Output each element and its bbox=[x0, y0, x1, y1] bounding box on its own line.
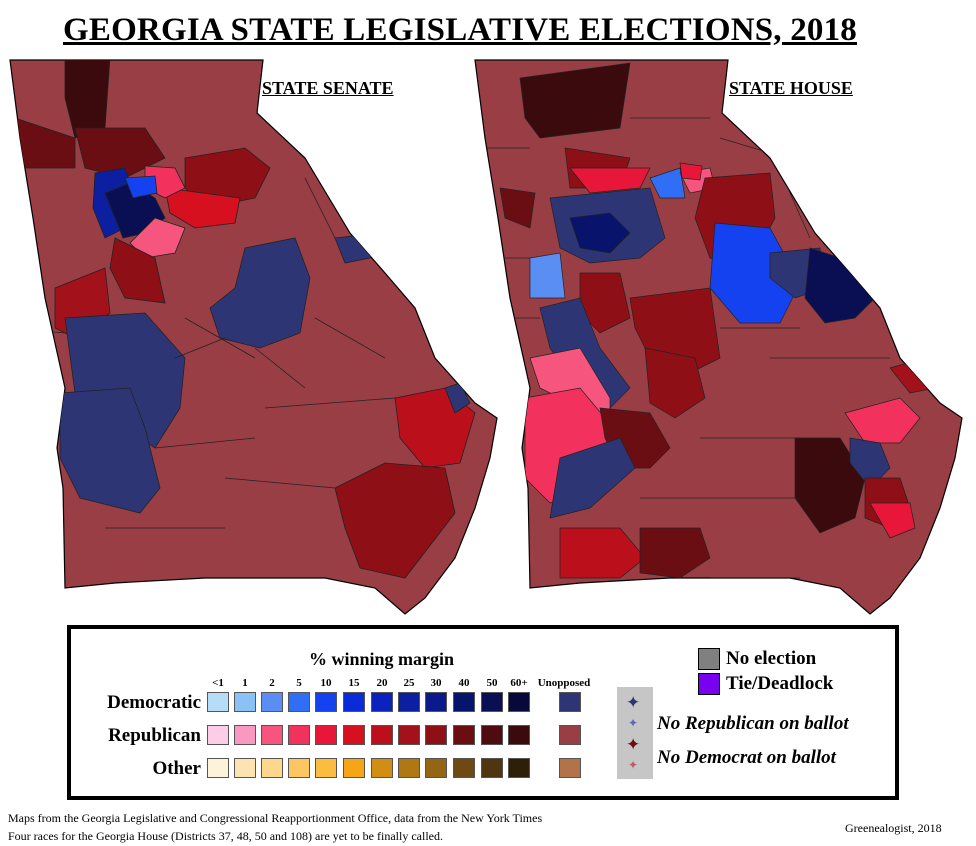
col-label: Unopposed bbox=[537, 677, 591, 689]
star-icon: ✦ bbox=[628, 758, 639, 772]
senate-map bbox=[9, 59, 498, 615]
senate-district bbox=[59, 387, 161, 514]
legend-swatch bbox=[425, 725, 447, 745]
legend: % winning margin <1 1 2 5 10 15 20 25 30… bbox=[67, 625, 899, 800]
legend-swatch bbox=[315, 758, 337, 778]
legend-swatch bbox=[343, 725, 365, 745]
legend-swatch bbox=[481, 725, 503, 745]
house-district bbox=[499, 187, 536, 229]
legend-swatch bbox=[453, 758, 475, 778]
house-district bbox=[679, 162, 703, 181]
legend-swatch bbox=[508, 758, 530, 778]
legend-swatch bbox=[371, 725, 393, 745]
legend-swatch bbox=[453, 725, 475, 745]
legend-swatch bbox=[234, 725, 256, 745]
no-democrat-label: No Democrat on ballot bbox=[657, 747, 836, 768]
house-district bbox=[549, 437, 636, 519]
star-icon: ✦ bbox=[626, 735, 641, 755]
legend-swatch bbox=[234, 758, 256, 778]
legend-swatch bbox=[508, 692, 530, 712]
col-label: <1 bbox=[212, 677, 224, 689]
col-label: 1 bbox=[242, 677, 248, 689]
no-election-label: No election bbox=[726, 648, 817, 669]
legend-swatch bbox=[371, 692, 393, 712]
row-label-republican: Republican bbox=[108, 725, 201, 746]
senate-district bbox=[209, 237, 311, 349]
ballot-star-box: ✦ ✦ ✦ ✦ bbox=[617, 687, 653, 779]
row-label-other: Other bbox=[152, 758, 201, 779]
legend-swatch bbox=[559, 725, 581, 745]
senate-district bbox=[129, 217, 186, 259]
legend-swatch bbox=[481, 758, 503, 778]
legend-title: % winning margin bbox=[309, 649, 455, 669]
house-district bbox=[644, 347, 706, 419]
page-title: GEORGIA STATE LEGISLATIVE ELECTIONS, 201… bbox=[62, 12, 857, 48]
legend-swatch bbox=[288, 758, 310, 778]
col-label: 5 bbox=[296, 677, 302, 689]
legend-swatch bbox=[288, 725, 310, 745]
legend-swatch bbox=[207, 725, 229, 745]
senate-district bbox=[109, 237, 166, 304]
col-label: 20 bbox=[376, 677, 388, 689]
house-district bbox=[569, 212, 631, 254]
col-label: 2 bbox=[269, 677, 275, 689]
legend-swatch bbox=[261, 725, 283, 745]
col-label: 30 bbox=[430, 677, 442, 689]
house-map bbox=[474, 59, 963, 615]
house-district bbox=[639, 527, 711, 579]
legend-swatch bbox=[559, 692, 581, 712]
legend-swatch bbox=[398, 725, 420, 745]
row-label-democratic: Democratic bbox=[107, 692, 201, 713]
senate-district bbox=[64, 60, 111, 139]
star-icon: ✦ bbox=[628, 716, 639, 730]
legend-swatch bbox=[315, 725, 337, 745]
legend-swatch bbox=[398, 692, 420, 712]
house-district bbox=[569, 167, 651, 194]
legend-swatch bbox=[559, 758, 581, 778]
house-district bbox=[869, 502, 916, 539]
house-district bbox=[529, 252, 566, 299]
legend-swatch bbox=[398, 758, 420, 778]
senate-district bbox=[334, 462, 456, 579]
legend-swatch bbox=[371, 758, 393, 778]
house-map-label: STATE HOUSE bbox=[729, 78, 853, 98]
house-district bbox=[649, 167, 686, 199]
col-label: 60+ bbox=[510, 677, 528, 689]
legend-swatch bbox=[207, 758, 229, 778]
star-icon: ✦ bbox=[626, 693, 641, 713]
legend-swatch bbox=[425, 758, 447, 778]
legend-swatch bbox=[234, 692, 256, 712]
legend-swatch bbox=[288, 692, 310, 712]
senate-district bbox=[444, 382, 471, 414]
col-label: 50 bbox=[486, 677, 498, 689]
legend-swatch bbox=[425, 692, 447, 712]
no-election-swatch bbox=[698, 648, 720, 670]
tie-label: Tie/Deadlock bbox=[726, 673, 834, 694]
senate-map-label: STATE SENATE bbox=[262, 78, 394, 98]
legend-swatch bbox=[508, 725, 530, 745]
tie-swatch bbox=[698, 673, 720, 695]
col-label: 40 bbox=[458, 677, 470, 689]
no-republican-label: No Republican on ballot bbox=[657, 713, 849, 734]
legend-swatch bbox=[481, 692, 503, 712]
legend-swatch bbox=[261, 758, 283, 778]
footer-source: Maps from the Georgia Legislative and Co… bbox=[8, 811, 543, 825]
house-district bbox=[559, 527, 646, 579]
legend-swatch bbox=[453, 692, 475, 712]
legend-swatch bbox=[343, 692, 365, 712]
col-label: 25 bbox=[403, 677, 415, 689]
legend-swatch bbox=[261, 692, 283, 712]
legend-swatch bbox=[315, 692, 337, 712]
senate-district bbox=[164, 187, 241, 229]
legend-swatch bbox=[343, 758, 365, 778]
col-label: 15 bbox=[348, 677, 360, 689]
footer-credit: Greenealogist, 2018 bbox=[845, 821, 942, 835]
legend-swatch bbox=[207, 692, 229, 712]
senate-district bbox=[124, 175, 158, 199]
footer-note: Four races for the Georgia House (Distri… bbox=[8, 829, 443, 843]
house-district bbox=[844, 397, 921, 444]
house-district bbox=[519, 62, 631, 139]
col-label: 10 bbox=[320, 677, 332, 689]
